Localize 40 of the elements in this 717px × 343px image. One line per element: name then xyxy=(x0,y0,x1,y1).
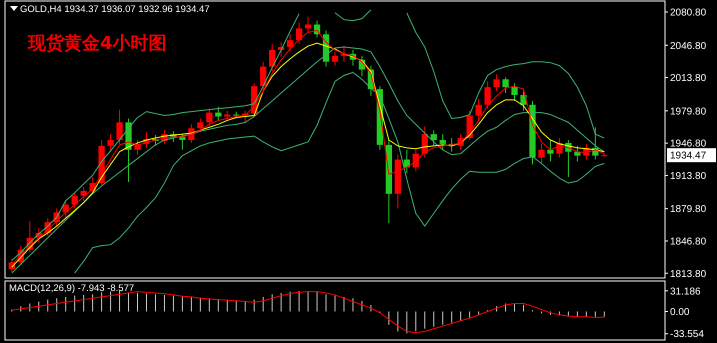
y-tick-label: 1946.80 xyxy=(670,138,707,150)
candlestick xyxy=(197,118,204,133)
y-tick-label: 2046.80 xyxy=(670,40,707,52)
y-tick-label: 1846.80 xyxy=(670,236,707,248)
chart-title: GOLD,H4 1934.37 1936.07 1932.96 1934.47 xyxy=(20,4,210,15)
candlestick xyxy=(286,34,294,52)
candlestick xyxy=(404,149,410,174)
candlestick xyxy=(538,143,545,164)
candlestick xyxy=(574,145,581,162)
y-tick-label: 31.186 xyxy=(670,286,702,298)
y-tick-label: 0.00 xyxy=(670,306,690,318)
candlestick xyxy=(502,76,509,94)
candlestick xyxy=(475,98,482,121)
candlestick xyxy=(412,149,419,172)
y-tick-label: 2013.80 xyxy=(670,73,707,84)
candlestick xyxy=(422,126,428,158)
y-tick-label: 2080.80 xyxy=(670,8,707,18)
candlestick xyxy=(430,130,437,146)
candlestick xyxy=(107,134,114,152)
y-tick-label: 1813.80 xyxy=(670,268,707,280)
line-series xyxy=(11,291,605,334)
candlestick xyxy=(206,108,212,127)
y-tick-label: -33.554 xyxy=(670,329,704,340)
text: 现货黄金4小时图 xyxy=(27,33,167,54)
candlestick xyxy=(116,109,123,144)
candlestick xyxy=(440,134,446,150)
candlestick xyxy=(72,192,78,209)
candlestick xyxy=(80,186,87,202)
y-tick-label: 1913.80 xyxy=(670,170,707,182)
y-tick-label: 1879.80 xyxy=(670,204,707,216)
text: 1934.47 xyxy=(670,150,707,162)
candlestick xyxy=(484,80,491,110)
chart-title: MACD(12,26,9) -7.943 -8.577 xyxy=(9,283,134,294)
y-tick-label: 1979.80 xyxy=(670,106,707,118)
candlestick xyxy=(511,82,518,102)
candlestick xyxy=(215,106,222,121)
candlestick xyxy=(62,200,69,219)
candlestick xyxy=(269,44,276,72)
candlestick xyxy=(260,61,266,92)
candlestick xyxy=(493,74,500,92)
